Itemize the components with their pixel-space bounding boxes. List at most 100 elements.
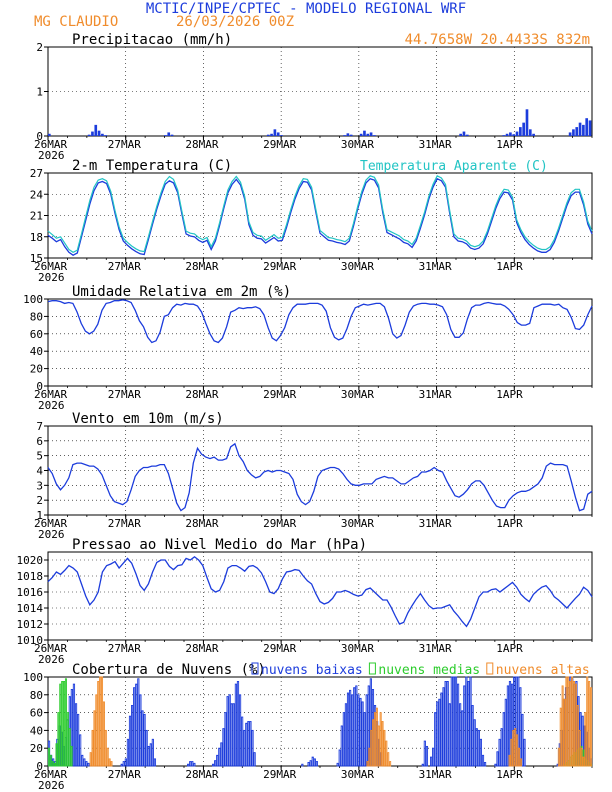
y-tick-label: 40 <box>30 724 43 737</box>
cloud-bar <box>518 747 521 767</box>
cloud-bar <box>565 676 568 767</box>
cloud-bar <box>473 719 476 767</box>
cloud-bar <box>128 715 132 767</box>
cloud-bar <box>131 705 134 767</box>
legend-apparent-temp: Temperatura Aparente (C) <box>360 159 548 174</box>
cloud-bar <box>59 683 62 767</box>
cloud-bar <box>139 694 142 767</box>
x-tick-label: 29MAR <box>263 642 296 655</box>
cloud-bar <box>576 705 579 767</box>
x-tick-label: 1APR <box>496 517 523 530</box>
panel-title: 2-m Temperatura (C) <box>72 158 232 174</box>
cloud-bar <box>108 758 111 767</box>
cloud-bar <box>436 701 439 767</box>
cloud-bar <box>508 681 512 767</box>
cloud-bar <box>85 761 88 767</box>
cloud-bar <box>153 758 157 767</box>
cloud-bar <box>307 761 310 767</box>
cloud-bar <box>61 681 64 767</box>
panel-title: Precipitacao (mm/h) <box>72 32 232 48</box>
x-tick-label: 1APR <box>496 138 523 151</box>
cloud-bar <box>508 754 511 767</box>
precip-bar <box>575 127 579 136</box>
cloud-bar <box>512 729 515 767</box>
x-tick-label: 28MAR <box>185 260 218 273</box>
cloud-bar <box>151 738 154 767</box>
cloud-bar <box>216 754 219 767</box>
cloud-bar <box>448 703 451 767</box>
precip-bar <box>97 130 101 136</box>
y-tick-label: 15 <box>30 252 43 265</box>
precip-bar <box>505 133 509 136</box>
series-line-pres-0 <box>47 555 593 628</box>
cloud-bar <box>214 760 217 767</box>
cloud-bar <box>340 725 343 767</box>
series-line-temp-0 <box>47 177 593 256</box>
cloud-bar <box>247 721 250 767</box>
cloud-bar <box>55 743 58 767</box>
cloud-bar <box>120 763 123 767</box>
cloud-bar <box>584 712 587 767</box>
y-tick-label: 20 <box>30 742 43 755</box>
cloud-bar <box>479 738 483 767</box>
cloud-bar <box>315 761 318 767</box>
cloud-bar <box>385 740 388 767</box>
x-tick-label: 29MAR <box>263 768 296 781</box>
cloud-bar <box>359 697 362 767</box>
cloud-bar <box>459 703 462 767</box>
legend-label-1: nuvens medias <box>378 663 480 678</box>
x-year-label: 2026 <box>38 399 65 412</box>
x-tick-label: 29MAR <box>263 260 296 273</box>
cloud-bar <box>463 685 466 767</box>
cloud-bar <box>70 745 73 767</box>
cloud-bar <box>377 725 380 767</box>
cloud-bar <box>446 681 449 767</box>
cloud-bar <box>72 683 76 767</box>
cloud-bar <box>97 681 100 767</box>
cloud-bar <box>557 747 560 767</box>
precip-bar <box>170 134 174 136</box>
cloud-bar <box>222 728 225 767</box>
cloud-bar <box>366 761 369 767</box>
cloud-bar <box>494 763 497 767</box>
precip-bar <box>588 120 592 136</box>
cloud-bar <box>241 716 244 767</box>
cloud-bar <box>450 676 453 767</box>
cloud-bar <box>434 712 437 767</box>
precip-bar <box>585 118 589 136</box>
cloud-bar <box>64 678 67 767</box>
x-tick-label: 30MAR <box>341 138 374 151</box>
y-tick-label: 5 <box>36 450 43 463</box>
cloud-bar <box>569 681 572 767</box>
cloud-bar <box>338 749 341 767</box>
x-tick-label: 31MAR <box>419 768 452 781</box>
cloud-bar <box>124 758 127 767</box>
cloud-bar <box>440 692 443 767</box>
cloud-bar <box>349 689 352 767</box>
precip-bar <box>512 134 516 136</box>
y-tick-label: 1010 <box>17 634 44 647</box>
cloud-bar <box>588 681 591 767</box>
panel-title: Pressao ao Nivel Medio do Mar (hPa) <box>72 537 367 553</box>
y-tick-label: 60 <box>30 707 43 720</box>
cloud-bar <box>372 719 375 767</box>
cloud-bar <box>580 747 583 767</box>
x-tick-label: 26MAR <box>34 260 67 273</box>
cloud-bar <box>143 713 146 767</box>
cloud-bar <box>572 681 575 767</box>
cloud-bar <box>346 692 350 767</box>
precip-bar <box>273 129 277 136</box>
x-tick-label: 31MAR <box>419 138 452 151</box>
y-tick-label: 0 <box>36 760 43 773</box>
cloud-bar <box>57 712 60 767</box>
cloud-bar <box>375 707 378 767</box>
cloud-bar <box>79 734 82 767</box>
panel-precip: 0 1 2 26MAR 27MAR 28MAR 29MAR 30MAR 31MAR 1APR 202… <box>34 32 593 162</box>
cloud-bar <box>95 694 98 767</box>
cloud-bar <box>475 728 478 767</box>
cloud-bar <box>122 761 125 767</box>
x-tick-label: 31MAR <box>419 517 452 530</box>
y-tick-label: 0 <box>36 130 43 143</box>
cloud-bar <box>63 681 66 767</box>
legend-swatch <box>251 662 259 675</box>
